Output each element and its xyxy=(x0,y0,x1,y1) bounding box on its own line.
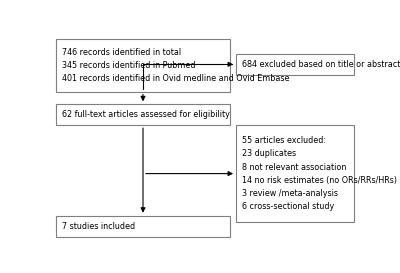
FancyBboxPatch shape xyxy=(56,216,230,237)
Text: 684 excluded based on title or abstract: 684 excluded based on title or abstract xyxy=(242,60,400,69)
Text: 55 articles excluded:
23 duplicates
8 not relevant association
14 no risk estima: 55 articles excluded: 23 duplicates 8 no… xyxy=(242,136,396,211)
FancyBboxPatch shape xyxy=(236,54,354,75)
Text: 746 records identified in total
345 records identified in Pubmed
401 records ide: 746 records identified in total 345 reco… xyxy=(62,48,289,83)
FancyBboxPatch shape xyxy=(236,125,354,222)
Text: 62 full-text articles assessed for eligibility: 62 full-text articles assessed for eligi… xyxy=(62,110,230,119)
FancyBboxPatch shape xyxy=(56,39,230,92)
FancyBboxPatch shape xyxy=(56,104,230,125)
Text: 7 studies included: 7 studies included xyxy=(62,222,135,231)
